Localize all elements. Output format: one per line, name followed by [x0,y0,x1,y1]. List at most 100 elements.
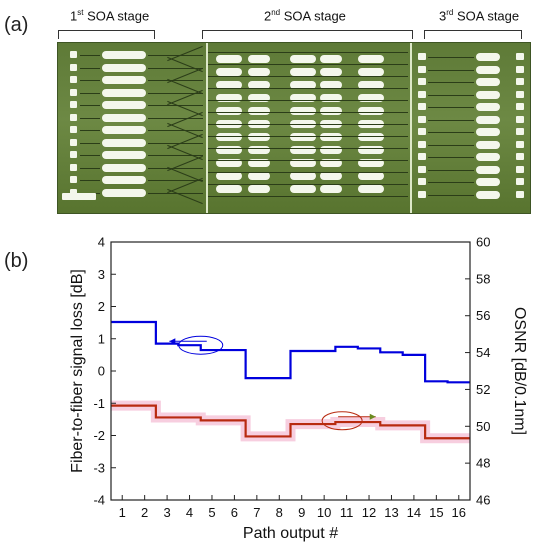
chip-waveguide [208,148,408,149]
chip-soa-pad [358,107,384,115]
chip-waveguide [148,67,203,69]
y-left-axis-label: Fiber-to-fiber signal loss [dB] [69,269,86,473]
chip-soa-pad [290,107,316,115]
chip-soa-pad [102,113,146,122]
x-tick-label: 11 [340,505,354,520]
chip-contact-pad [70,163,77,171]
x-tick-label: 8 [276,505,283,520]
chip-soa-pad [216,107,242,115]
stage-2-bracket [202,30,413,39]
chip-soa-pad [248,107,270,115]
chip-contact-pad [418,153,426,160]
x-tick-label: 3 [163,505,170,520]
chip-soa-pad [248,94,270,102]
chip-soa-pad [102,76,146,84]
y-left-tick-label: 3 [98,267,105,282]
chip-contact-pad [70,138,77,146]
x-tick-label: 14 [407,505,421,520]
stage-3-bracket [424,30,522,39]
chip-soa-pad [320,133,342,141]
stage-2-label: 2nd SOA stage [264,8,346,24]
chip-soa-pad [290,146,316,154]
chip-waveguide [208,64,408,65]
chip-contact-pad [516,103,524,110]
y-right-tick-label: 48 [476,456,490,471]
chip-soa-pad [216,159,242,167]
chip-soa-pad [476,140,500,149]
chip-soa-pad [476,65,500,74]
chip-soa-pad [216,81,242,89]
panel-a-label: (a) [4,14,29,36]
chip-soa-pad [358,172,384,180]
chip-soa-pad [476,153,500,161]
chip-waveguide [428,119,474,121]
osnr-line [111,404,470,440]
chip-contact-pad [418,165,426,173]
chip-soa-pad [102,176,146,184]
chip-waveguide [208,172,408,173]
right-arrow-head-icon [369,413,376,420]
chip-soa-pad [290,81,316,89]
chip-waveguide [148,180,203,181]
chip-soa-pad [476,53,500,61]
stage-3-label: 3rd SOA stage [439,8,520,24]
chip-soa-pad [476,165,500,174]
x-tick-label: 7 [253,505,260,520]
chip-contact-pad [70,151,77,158]
loss-osnr-chart: 1 2 3 4 5 6 7 8 9 10 11 12 13 14 15 16-4-3-2-1012344648… [69,235,528,543]
chip-soa-pad [320,172,342,180]
y-left-tick-label: -1 [93,396,105,411]
chip-soa-pad [216,185,242,193]
chip-soa-pad [476,90,500,99]
stage-1-label: 1st SOA stage [70,8,150,24]
chip-soa-pad [320,146,342,154]
chip-soa-pad [102,51,146,59]
chip-soa-pad [216,146,242,154]
chip-contact-pad [418,190,426,198]
chip-contact-pad [418,115,426,123]
chip-soa-pad [216,133,242,141]
chip-waveguide [208,100,408,101]
y-left-tick-label: -2 [93,428,105,443]
x-tick-label: 4 [186,505,193,520]
chip-waveguide [208,52,408,53]
chip-soa-pad [216,55,242,63]
y-right-tick-label: 52 [476,382,490,397]
chip-soa-pad [102,126,146,134]
chip-waveguide [80,105,100,106]
chip-contact-pad [62,193,96,200]
chip-waveguide [148,117,203,119]
chip-soa-pad [102,88,146,97]
panel-b-label: (b) [4,250,29,272]
chip-soa-pad [102,101,146,109]
chip-contact-pad [418,178,426,185]
x-tick-label: 15 [429,505,443,520]
chip-waveguide [428,169,474,171]
y-left-tick-label: -3 [93,460,105,475]
chip-contact-pad [516,90,524,98]
signal-loss-line [111,320,470,384]
x-tick-label: 13 [384,505,398,520]
chip-waveguide [80,180,100,181]
chip-waveguide [148,92,203,94]
chip-soa-pad [358,159,384,167]
chip-waveguide [80,117,100,119]
chip-waveguide [428,144,474,146]
chip-contact-pad [70,126,77,133]
chip-waveguide [208,76,408,77]
chip-waveguide [208,184,408,185]
y-right-tick-label: 56 [476,308,490,323]
chip-waveguide [80,55,100,56]
chip-waveguide [428,82,474,83]
chip-contact-pad [516,128,524,135]
chip-soa-pad [476,190,500,199]
chip-soa-pad [476,115,500,124]
chip-soa-pad [290,159,316,167]
chip-soa-pad [358,55,384,63]
x-tick-label: 6 [231,505,238,520]
chip-contact-pad [516,115,524,123]
chip-soa-pad [476,103,500,111]
chip-contact-pad [70,188,77,196]
chip-waveguide [148,155,203,156]
chip-soa-pad [358,68,384,76]
